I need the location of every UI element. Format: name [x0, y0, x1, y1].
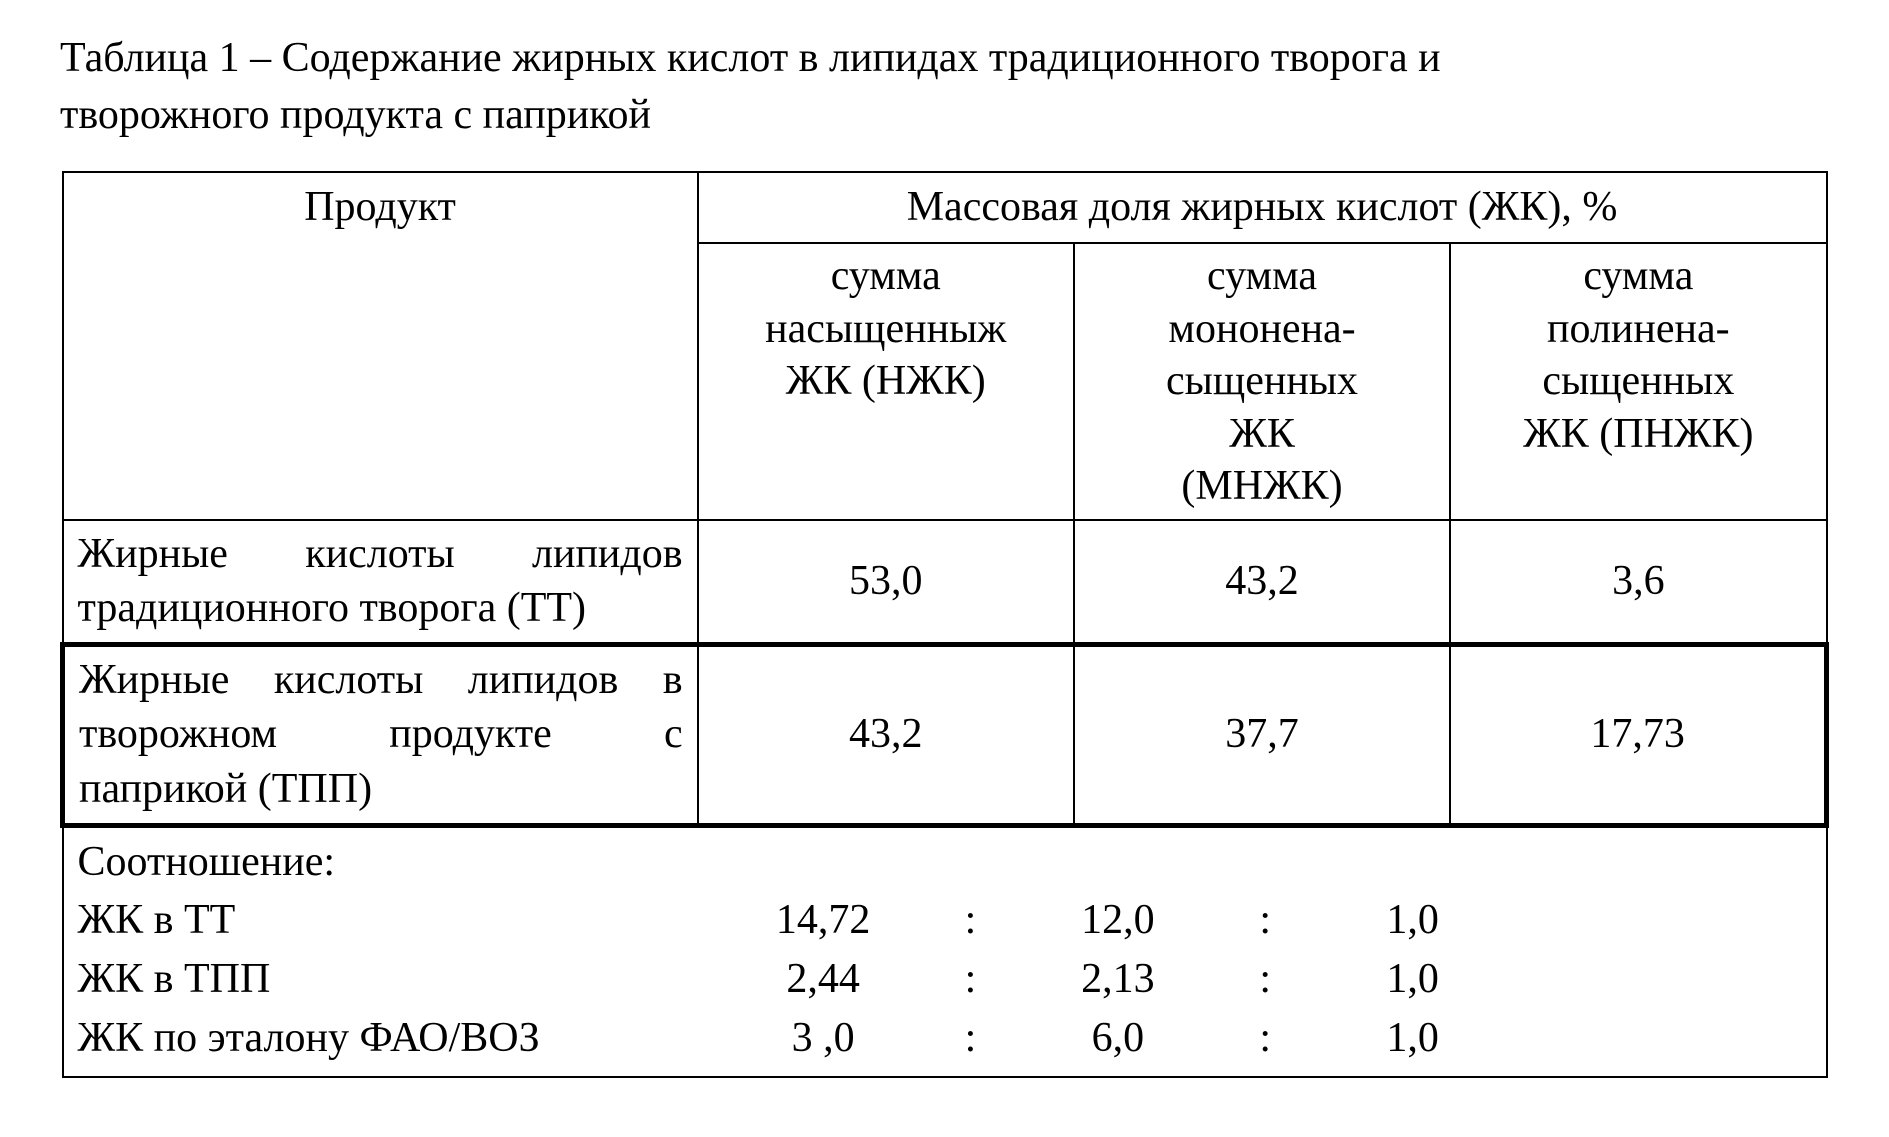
row1-product: Жирные кислоты липидов традиционного тво…	[63, 520, 698, 645]
colon-icon: :	[936, 951, 1005, 1008]
row1-poly: 3,6	[1450, 520, 1826, 645]
text: Жирные кислоты липидов	[78, 531, 683, 577]
table-row: Жирные кислоты липидов традиционного тво…	[63, 520, 1827, 645]
text: насыщенныж	[765, 306, 1006, 352]
row1-saturated: 53,0	[698, 520, 1074, 645]
row2-mono: 37,7	[1074, 644, 1450, 825]
colon-icon: :	[936, 892, 1005, 949]
ratio-tt-a: 14,72	[710, 892, 935, 949]
ratio-label-tt: ЖК в ТТ	[78, 892, 711, 949]
ratio-row: Соотношение: ЖК в ТТ 14,72 : 12,0 : 1,0 …	[63, 825, 1827, 1077]
ratio-tpp-a: 2,44	[710, 951, 935, 1008]
text: сыщенных	[1166, 358, 1358, 404]
ratio-label-fao: ЖК по эталону ФАО/ВОЗ	[78, 1010, 711, 1067]
header-product: Продукт	[63, 172, 698, 519]
ratio-label-tpp: ЖК в ТПП	[78, 951, 711, 1008]
text: паприкой (ТПП)	[79, 762, 683, 817]
row2-product: Жирные кислоты липидов в творожном проду…	[63, 644, 698, 825]
colon-icon: :	[936, 1010, 1005, 1067]
text: ЖК	[1229, 411, 1295, 457]
document-page: Таблица 1 – Содержание жирных кислот в л…	[0, 0, 1889, 1137]
colon-icon: :	[1231, 951, 1300, 1008]
text: ЖК (НЖК)	[786, 358, 986, 404]
colon-icon: :	[1231, 1010, 1300, 1067]
text: сумма	[1583, 253, 1693, 299]
ratio-fao-b: 6,0	[1005, 1010, 1230, 1067]
table-caption: Таблица 1 – Содержание жирных кислот в л…	[60, 30, 1829, 143]
text: сыщенных	[1542, 358, 1734, 404]
ratio-fao-a: 3 ,0	[710, 1010, 935, 1067]
header-row-1: Продукт Массовая доля жирных кислот (ЖК)…	[63, 172, 1827, 243]
subheader-poly: сумма полинена- сыщенных ЖК (ПНЖК)	[1450, 243, 1826, 520]
ratio-tt-c: 1,0	[1300, 892, 1525, 949]
text: творожном продукте с	[79, 707, 683, 762]
ratio-title: Соотношение:	[78, 834, 1526, 891]
text: традиционного творога (ТТ)	[78, 581, 683, 636]
text: сумма	[831, 253, 941, 299]
fatty-acid-table: Продукт Массовая доля жирных кислот (ЖК)…	[60, 171, 1829, 1078]
table-row-highlighted: Жирные кислоты липидов в творожном проду…	[63, 644, 1827, 825]
ratio-block: Соотношение: ЖК в ТТ 14,72 : 12,0 : 1,0 …	[63, 825, 1827, 1077]
row1-mono: 43,2	[1074, 520, 1450, 645]
ratio-tt-b: 12,0	[1005, 892, 1230, 949]
row2-poly: 17,73	[1450, 644, 1826, 825]
text: ЖК (ПНЖК)	[1523, 411, 1753, 457]
colon-icon: :	[1231, 892, 1300, 949]
text: (МНЖК)	[1181, 463, 1342, 509]
header-mass-fraction: Массовая доля жирных кислот (ЖК), %	[698, 172, 1827, 243]
text: Жирные кислоты липидов в	[79, 657, 683, 703]
subheader-mono: сумма мононена- сыщенных ЖК (МНЖК)	[1074, 243, 1450, 520]
caption-line-1: Таблица 1 – Содержание жирных кислот в л…	[60, 35, 1441, 81]
text: мононена-	[1168, 306, 1355, 352]
ratio-fao-c: 1,0	[1300, 1010, 1525, 1067]
subheader-saturated: сумма насыщенныж ЖК (НЖК)	[698, 243, 1074, 520]
ratio-tpp-c: 1,0	[1300, 951, 1525, 1008]
caption-line-2: творожного продукта с паприкой	[60, 92, 651, 138]
row2-saturated: 43,2	[698, 644, 1074, 825]
text: полинена-	[1547, 306, 1730, 352]
text: сумма	[1207, 253, 1317, 299]
ratio-tpp-b: 2,13	[1005, 951, 1230, 1008]
